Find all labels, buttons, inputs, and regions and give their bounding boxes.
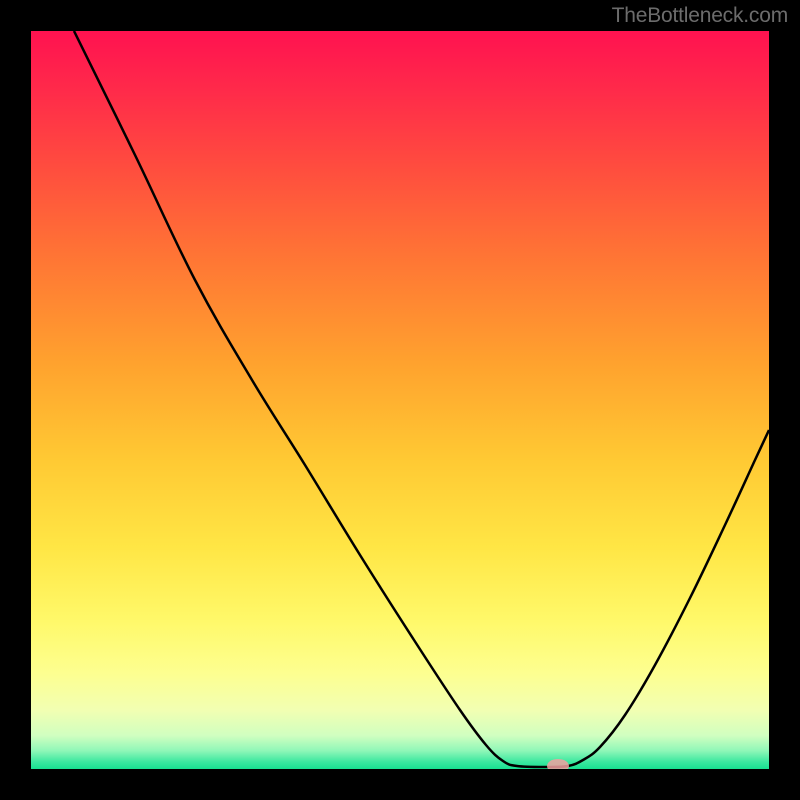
- watermark-text: TheBottleneck.com: [612, 4, 788, 28]
- chart-container: TheBottleneck.com: [0, 0, 800, 800]
- optimal-point-marker: [547, 759, 569, 773]
- bottleneck-chart: [0, 0, 800, 800]
